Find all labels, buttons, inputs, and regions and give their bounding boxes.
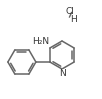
- Text: H₂N: H₂N: [32, 37, 49, 46]
- Text: Cl: Cl: [66, 7, 75, 16]
- Text: H: H: [70, 14, 77, 23]
- Text: N: N: [59, 69, 65, 79]
